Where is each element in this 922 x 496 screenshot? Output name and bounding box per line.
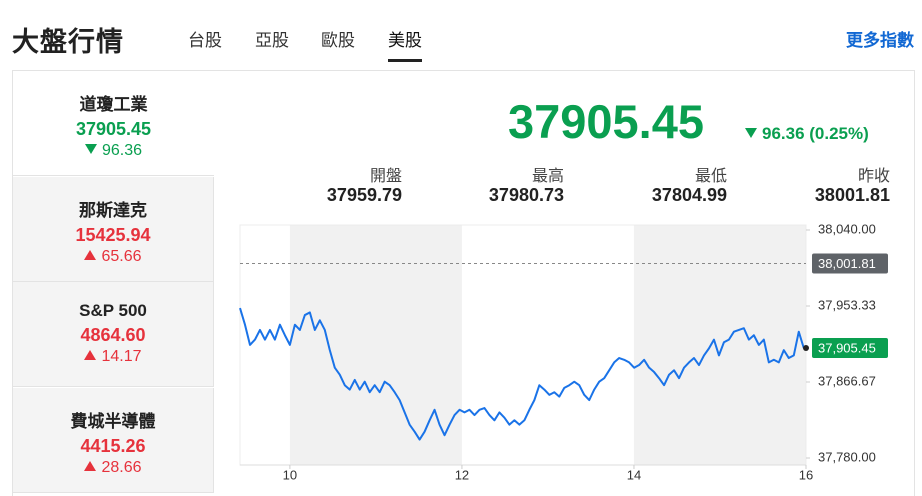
price-line	[239, 307, 805, 441]
reference-label: 38,001.81	[818, 256, 876, 271]
index-item[interactable]: S&P 500 4864.60 14.17	[13, 282, 214, 387]
change-text: 65.66	[101, 247, 142, 265]
change-text: 96.36	[101, 142, 143, 159]
index-price: 4415.26	[80, 435, 146, 456]
reference-badge	[812, 253, 888, 274]
index-item[interactable]: 道瓊工業 37905.45 96.36	[13, 71, 214, 176]
index-change: 14.17	[13, 348, 213, 366]
index-name: 道瓊工業	[79, 95, 148, 114]
change-arrow	[745, 128, 757, 138]
stat-value: 37804.99	[651, 185, 727, 205]
change-arrow	[84, 460, 97, 471]
stat-label: 開盤	[369, 168, 402, 185]
index-name: S&P 500	[79, 301, 147, 320]
index-name: 費城半導體	[70, 411, 156, 431]
last-point	[803, 344, 809, 351]
change-arrow	[84, 350, 97, 360]
more-indices-link[interactable]: 更多指數	[846, 31, 914, 50]
quote-price: 37905.45	[507, 95, 705, 148]
index-change: 96.36	[13, 142, 214, 160]
index-item[interactable]: 費城半導體 4415.26 28.66	[13, 387, 214, 493]
change-text: 96.36 (0.25%)	[762, 124, 869, 143]
session-band	[633, 225, 806, 465]
page-title: 大盤行情	[12, 27, 124, 57]
session-band	[289, 225, 462, 465]
change-text: 28.66	[101, 458, 142, 476]
panel	[12, 70, 915, 496]
index-price: 15425.94	[75, 224, 151, 245]
y-tick-label: 38,040.00	[818, 221, 876, 236]
stat-value: 37959.79	[326, 185, 402, 205]
x-tick-label: 16	[799, 467, 813, 482]
last-label: 37,905.45	[818, 340, 876, 355]
stat-value: 38001.81	[814, 185, 890, 205]
x-tick-label: 14	[627, 467, 641, 482]
index-price: 4864.60	[80, 325, 146, 345]
x-tick-label: 10	[283, 467, 297, 482]
change-text: 14.17	[101, 348, 142, 365]
tab[interactable]: 美股	[388, 26, 422, 62]
tab[interactable]: 亞股	[255, 31, 289, 50]
quote-change: 96.36 (0.25%)	[745, 124, 869, 144]
stat-value: 37980.73	[488, 185, 564, 205]
index-item[interactable]: 那斯達克 15425.94 65.66	[13, 176, 214, 282]
change-arrow	[84, 249, 97, 260]
index-name: 那斯達克	[79, 200, 147, 220]
tab[interactable]: 台股	[188, 31, 222, 50]
last-badge	[812, 337, 888, 358]
y-tick-label: 37,866.67	[818, 373, 876, 388]
x-tick-label: 12	[455, 467, 469, 482]
stat-label: 最低	[694, 168, 727, 185]
stat-label: 最高	[531, 168, 564, 185]
index-change: 28.66	[13, 459, 213, 477]
tab[interactable]: 歐股	[321, 31, 355, 50]
y-tick-label: 37,953.33	[818, 297, 876, 312]
y-tick-label: 37,780.00	[818, 449, 876, 464]
change-arrow	[84, 144, 97, 154]
index-change: 65.66	[13, 248, 213, 266]
stat-label: 昨收	[857, 168, 890, 185]
index-price: 37905.45	[75, 119, 152, 139]
